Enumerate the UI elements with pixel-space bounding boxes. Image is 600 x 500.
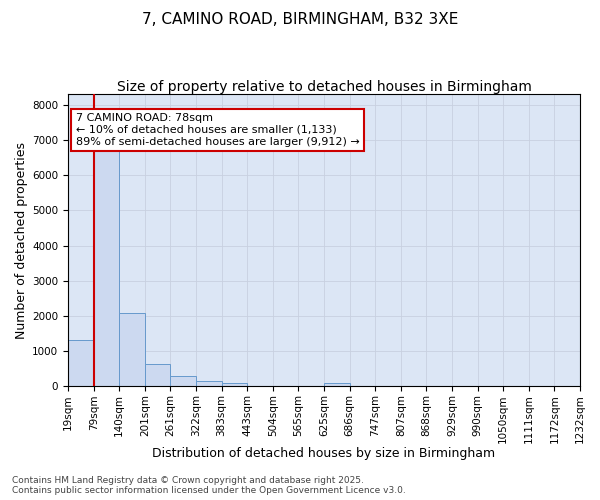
Y-axis label: Number of detached properties: Number of detached properties bbox=[15, 142, 28, 338]
Text: 7, CAMINO ROAD, BIRMINGHAM, B32 3XE: 7, CAMINO ROAD, BIRMINGHAM, B32 3XE bbox=[142, 12, 458, 28]
Bar bbox=[145, 364, 170, 386]
Bar bbox=[119, 313, 145, 386]
Bar bbox=[324, 383, 350, 386]
Bar bbox=[170, 376, 196, 386]
Bar bbox=[68, 340, 94, 386]
Title: Size of property relative to detached houses in Birmingham: Size of property relative to detached ho… bbox=[116, 80, 532, 94]
Text: Contains HM Land Registry data © Crown copyright and database right 2025.
Contai: Contains HM Land Registry data © Crown c… bbox=[12, 476, 406, 495]
Bar bbox=[196, 381, 221, 386]
Bar bbox=[94, 152, 119, 386]
X-axis label: Distribution of detached houses by size in Birmingham: Distribution of detached houses by size … bbox=[152, 447, 496, 460]
Text: 7 CAMINO ROAD: 78sqm
← 10% of detached houses are smaller (1,133)
89% of semi-de: 7 CAMINO ROAD: 78sqm ← 10% of detached h… bbox=[76, 114, 359, 146]
Bar bbox=[221, 382, 247, 386]
